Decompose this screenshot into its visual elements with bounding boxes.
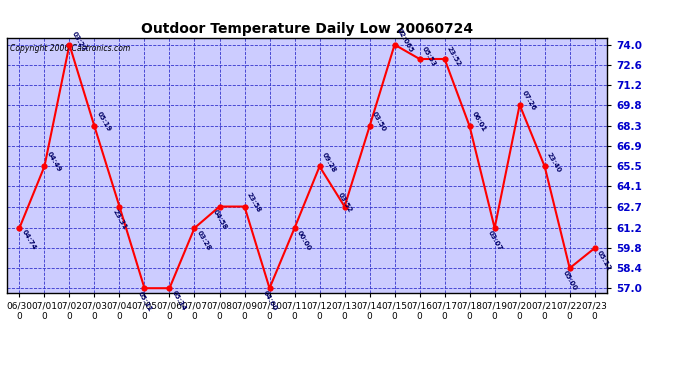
Point [214, 204, 225, 210]
Text: 03:27: 03:27 [70, 30, 87, 52]
Text: 04:74: 04:74 [21, 228, 37, 251]
Point [464, 123, 475, 129]
Text: 02:065: 02:065 [396, 28, 415, 54]
Text: 05:34: 05:34 [170, 290, 187, 312]
Point [339, 204, 350, 210]
Point [439, 56, 450, 62]
Text: 03:52: 03:52 [337, 191, 353, 213]
Point [389, 42, 400, 48]
Text: 09:28: 09:28 [321, 151, 337, 173]
Text: 04:49: 04:49 [46, 151, 62, 173]
Point [64, 42, 75, 48]
Text: 23:58: 23:58 [246, 191, 262, 213]
Point [589, 245, 600, 251]
Point [539, 164, 550, 170]
Point [189, 225, 200, 231]
Point [289, 225, 300, 231]
Point [89, 123, 100, 129]
Point [39, 164, 50, 170]
Point [164, 285, 175, 291]
Point [564, 265, 575, 271]
Title: Outdoor Temperature Daily Low 20060724: Outdoor Temperature Daily Low 20060724 [141, 22, 473, 36]
Text: 23:40: 23:40 [546, 151, 562, 173]
Point [139, 285, 150, 291]
Text: 04:58: 04:58 [212, 208, 228, 231]
Text: 23:31: 23:31 [112, 209, 128, 231]
Text: 00:00: 00:00 [296, 230, 312, 252]
Text: 03:07: 03:07 [487, 230, 504, 252]
Point [489, 225, 500, 231]
Text: 05:00: 05:00 [562, 270, 578, 292]
Point [239, 204, 250, 210]
Point [364, 123, 375, 129]
Text: 23:52: 23:52 [446, 45, 462, 67]
Point [264, 285, 275, 291]
Text: 05:19: 05:19 [96, 111, 112, 133]
Point [414, 56, 425, 62]
Point [114, 204, 125, 210]
Text: 03:28: 03:28 [196, 230, 212, 252]
Text: 03:50: 03:50 [371, 111, 387, 133]
Point [14, 225, 25, 231]
Text: 06:01: 06:01 [471, 111, 487, 133]
Text: Copyright 2006 Castronics.com: Copyright 2006 Castronics.com [10, 44, 130, 53]
Point [314, 164, 325, 170]
Text: 05:12: 05:12 [596, 250, 612, 272]
Text: 05:31: 05:31 [137, 290, 153, 312]
Text: 07:26: 07:26 [521, 90, 537, 111]
Text: 05:53: 05:53 [421, 45, 437, 67]
Text: 04:00: 04:00 [262, 290, 278, 312]
Point [514, 102, 525, 108]
